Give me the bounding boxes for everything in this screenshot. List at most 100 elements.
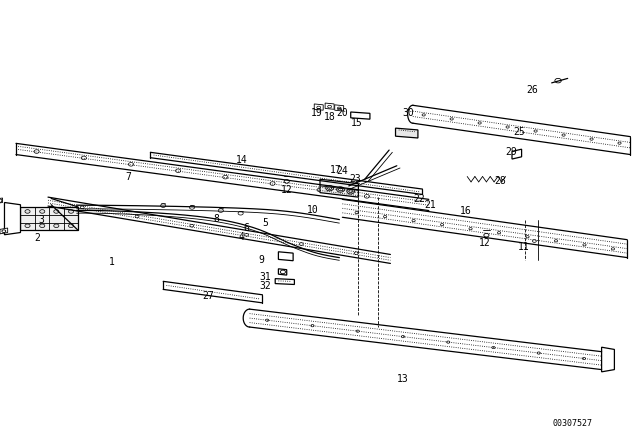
Circle shape (562, 134, 565, 136)
Circle shape (554, 240, 557, 242)
Circle shape (469, 228, 472, 230)
Circle shape (317, 106, 321, 109)
Circle shape (337, 187, 344, 192)
Circle shape (347, 189, 355, 194)
Text: 23: 23 (349, 174, 361, 184)
Circle shape (583, 244, 586, 246)
Circle shape (54, 224, 59, 228)
Polygon shape (325, 103, 334, 109)
Circle shape (190, 224, 194, 227)
Text: 13: 13 (397, 374, 409, 383)
Text: 12: 12 (479, 238, 491, 248)
Circle shape (611, 248, 614, 250)
Text: 28: 28 (495, 177, 506, 186)
Circle shape (484, 233, 489, 237)
Circle shape (412, 220, 415, 222)
Polygon shape (320, 179, 358, 197)
Polygon shape (278, 269, 287, 275)
Circle shape (526, 236, 529, 238)
Circle shape (244, 233, 248, 236)
Text: 15: 15 (351, 118, 363, 128)
Circle shape (532, 240, 536, 242)
Polygon shape (0, 198, 3, 203)
Text: 18: 18 (324, 112, 335, 122)
Circle shape (478, 122, 481, 124)
Circle shape (161, 204, 166, 207)
Polygon shape (4, 202, 20, 235)
Circle shape (349, 190, 353, 193)
Polygon shape (275, 279, 294, 284)
Circle shape (40, 210, 45, 213)
Circle shape (355, 211, 358, 214)
Circle shape (135, 215, 139, 218)
Circle shape (2, 230, 6, 233)
Circle shape (506, 126, 509, 128)
Circle shape (555, 78, 561, 83)
Circle shape (328, 187, 332, 190)
Circle shape (34, 150, 39, 153)
Text: 29: 29 (505, 147, 516, 157)
Circle shape (311, 324, 314, 327)
Circle shape (326, 185, 333, 191)
Circle shape (280, 270, 285, 274)
Polygon shape (602, 347, 614, 372)
Circle shape (54, 210, 59, 213)
Circle shape (364, 194, 369, 198)
Circle shape (492, 346, 495, 349)
Polygon shape (396, 128, 418, 138)
Circle shape (68, 224, 74, 228)
Text: 11: 11 (518, 242, 529, 252)
Circle shape (355, 252, 358, 254)
Circle shape (129, 163, 134, 166)
Circle shape (270, 182, 275, 185)
Text: 8: 8 (213, 214, 220, 224)
Text: 00307527: 00307527 (553, 419, 593, 428)
Circle shape (339, 188, 342, 191)
Circle shape (317, 188, 323, 192)
Text: 12: 12 (281, 185, 292, 195)
Text: 26: 26 (527, 86, 538, 95)
Circle shape (300, 243, 303, 246)
Circle shape (422, 114, 426, 116)
Polygon shape (278, 252, 293, 261)
Text: 16: 16 (460, 207, 472, 216)
Text: 5: 5 (262, 218, 269, 228)
Text: 25: 25 (514, 127, 525, 137)
Text: 22: 22 (413, 194, 425, 204)
Circle shape (534, 130, 537, 132)
Text: 1: 1 (109, 257, 115, 267)
Circle shape (440, 224, 444, 226)
Polygon shape (351, 112, 370, 119)
Circle shape (189, 206, 195, 209)
Circle shape (618, 142, 621, 144)
Polygon shape (512, 149, 522, 159)
Text: 17: 17 (330, 165, 342, 175)
Text: 19: 19 (311, 108, 323, 118)
Circle shape (582, 358, 586, 360)
Circle shape (218, 209, 223, 212)
Circle shape (447, 341, 450, 343)
Text: 30: 30 (403, 108, 414, 118)
Text: 32: 32 (260, 281, 271, 291)
Text: 20: 20 (337, 108, 348, 118)
Text: 14: 14 (236, 155, 248, 165)
Polygon shape (0, 228, 8, 234)
Circle shape (383, 215, 387, 218)
Text: 7: 7 (125, 172, 131, 182)
Text: 2: 2 (34, 233, 40, 243)
Text: 21: 21 (424, 200, 436, 210)
Circle shape (284, 180, 289, 183)
Circle shape (328, 105, 332, 108)
Circle shape (337, 107, 341, 110)
Text: 24: 24 (337, 166, 348, 176)
Polygon shape (335, 105, 344, 111)
Text: 4: 4 (239, 232, 245, 241)
Circle shape (356, 330, 359, 332)
Circle shape (590, 138, 593, 140)
Polygon shape (314, 104, 323, 110)
Circle shape (0, 199, 2, 202)
Text: 3: 3 (38, 215, 45, 224)
Circle shape (537, 352, 540, 354)
Circle shape (401, 336, 404, 338)
Circle shape (266, 319, 269, 321)
